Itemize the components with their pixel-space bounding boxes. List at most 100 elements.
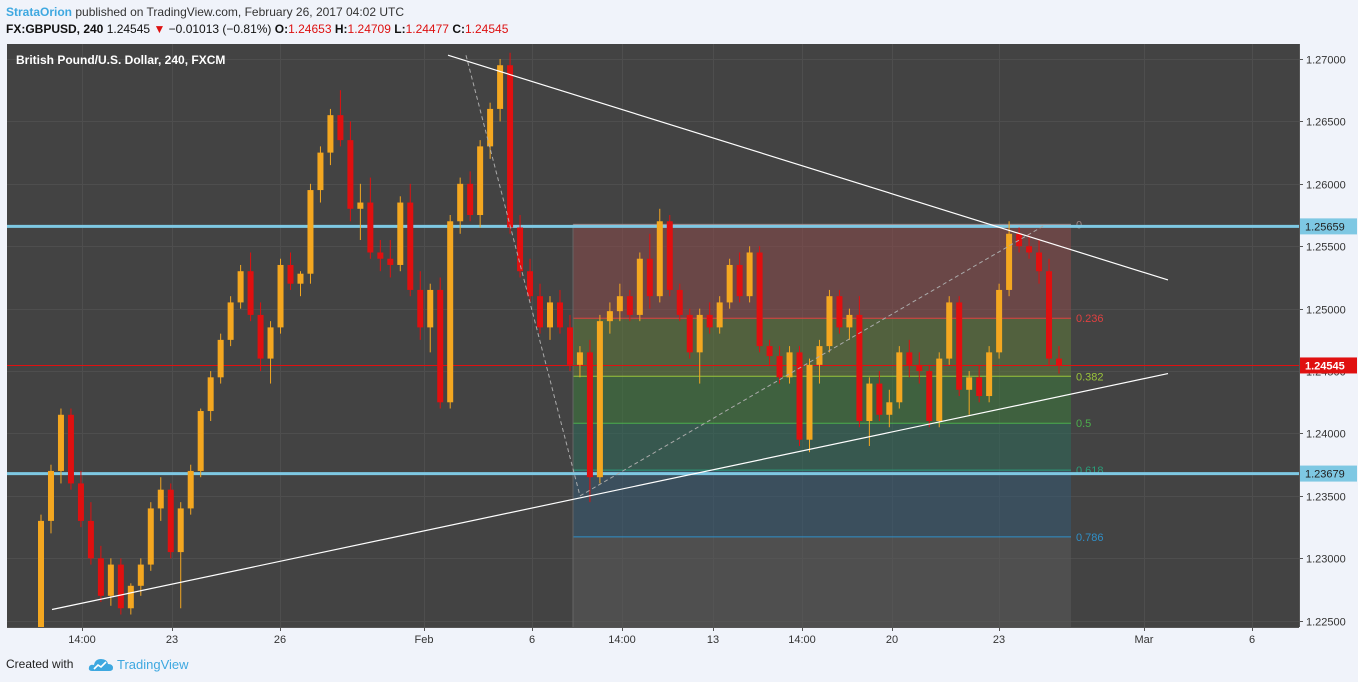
x-tick-label-8: 20 [886,634,898,646]
candle-body-6 [97,558,104,596]
fib-zone-0 [573,224,1071,319]
candle-body-40 [437,289,444,403]
candle-body-9 [127,585,134,609]
candle-body-66 [696,314,703,353]
candle-body-84 [876,383,883,415]
candle-body-91 [946,302,953,359]
price-change: −0.01013 (−0.81%) [168,22,272,36]
candle-body-4 [77,483,84,521]
candle-body-90 [936,358,943,422]
trendlines[interactable] [51,54,1169,611]
level-price-tag-text-0: 1.25659 [1305,221,1345,233]
chart-title: British Pound/U.S. Dollar, 240, FXCM [16,53,225,67]
candle-body-62 [656,221,663,297]
x-tick-label-3: Feb [415,634,434,646]
fib-zone-5 [573,536,1071,627]
candle-body-50 [537,296,544,328]
candle-body-79 [826,296,833,347]
y-tick-label-8: 1.26500 [1306,117,1346,129]
fib-zone-4 [573,470,1071,537]
candle-body-34 [377,252,384,259]
tradingview-cloud-icon[interactable] [88,656,114,674]
x-tick-label-1: 23 [166,634,178,646]
candle-body-45 [487,108,494,147]
candle-body-59 [626,296,633,315]
candle-body-97 [1006,233,1013,290]
candle-body-81 [846,314,853,328]
x-tick-label-5: 14:00 [608,634,636,646]
candle-body-51 [547,302,553,328]
fib-label-1: 0.236 [1076,313,1104,325]
candle-body-35 [387,258,394,265]
y-tick-label-0: 1.22500 [1306,617,1346,629]
trendline-upper[interactable] [447,54,1169,281]
candle-body-68 [716,302,723,328]
candle-body-53 [566,327,573,365]
candle-body-37 [407,202,414,290]
candle-body-77 [806,364,813,440]
candle-body-13 [167,489,174,553]
candles [38,52,1062,646]
chart-header: StrataOrion published on TradingView.com… [0,0,1358,44]
candle-body-63 [666,221,673,290]
candle-body-39 [427,289,434,328]
candle-body-22 [257,314,264,359]
candle-body-12 [157,489,164,509]
y-tick-label-1: 1.23000 [1306,554,1346,566]
candle-body-44 [477,146,484,216]
candle-body-2 [57,414,64,471]
candle-body-49 [527,271,534,297]
candle-body-74 [776,356,783,378]
candle-body-73 [766,346,773,357]
y-tick-label-3: 1.24000 [1306,429,1346,441]
candle-body-102 [1056,358,1062,366]
candle-body-86 [896,352,903,403]
candle-body-80 [836,296,843,328]
candle-body-18 [217,339,224,378]
fib-trend-dash-2 [579,224,1046,497]
quote-line: FX:GBPUSD, 240 1.24545 ▼ −0.01013 (−0.81… [6,22,508,36]
candle-body-17 [207,377,214,412]
last-price-tag [1300,357,1357,374]
candle-body-54 [576,352,583,365]
candle-body-32 [357,202,364,209]
last-price-tag-text: 1.24545 [1305,360,1345,372]
candle-body-26 [297,273,304,284]
candle-body-14 [177,508,184,553]
candle-body-36 [397,202,404,265]
candle-body-61 [646,258,653,297]
candle-body-23 [267,327,274,359]
x-tick-label-10: Mar [1135,634,1154,646]
price-axis[interactable] [1299,44,1358,627]
candle-body-27 [307,190,314,274]
open-value: 1.24653 [288,22,332,36]
candle-body-83 [866,383,873,422]
fib-label-3: 0.5 [1076,418,1091,430]
candle-body-20 [237,271,244,303]
candle-body-42 [457,183,464,222]
level-price-tag-1 [1300,465,1357,482]
candle-body-29 [327,115,334,153]
candle-body-15 [187,470,194,509]
candle-body-30 [337,115,344,141]
fib-trend-dash-1 [465,55,581,497]
candle-body-75 [786,352,793,378]
candle-body-38 [417,289,424,328]
high-label: H: [334,22,348,36]
candle-body-93 [966,377,973,390]
tradingview-brand-link[interactable]: TradingView [117,657,189,672]
author-link[interactable]: StrataOrion [6,5,73,19]
candle-body-28 [317,152,324,191]
candle-body-100 [1036,252,1043,272]
candle-body-101 [1046,271,1053,359]
candle-body-8 [117,564,124,609]
x-tick-label-9: 23 [993,634,1005,646]
time-axis[interactable] [7,627,1299,650]
candle-body-56 [596,321,603,478]
candle-body-64 [676,289,683,315]
price-tags: 1.25659 1.23679 1.24545 [1300,218,1357,482]
trendline-lower[interactable] [51,372,1169,611]
y-tick-label-9: 1.27000 [1306,55,1346,67]
